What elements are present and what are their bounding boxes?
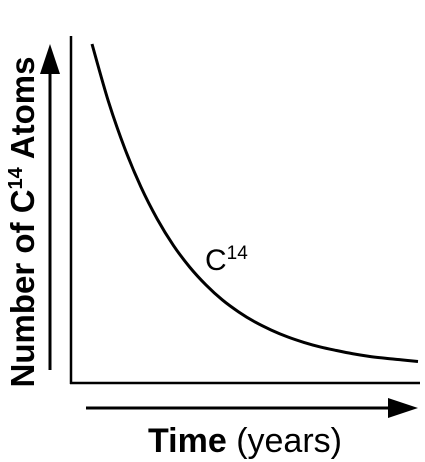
series-label: C14 [205, 243, 248, 277]
y-axis-label: Number of C14 Atoms [4, 57, 41, 388]
series-line-c14 [90, 43, 419, 364]
x-arrow-icon [86, 398, 418, 418]
x-axis-label: Time (years) [148, 422, 342, 460]
y-arrow-icon [40, 44, 60, 370]
